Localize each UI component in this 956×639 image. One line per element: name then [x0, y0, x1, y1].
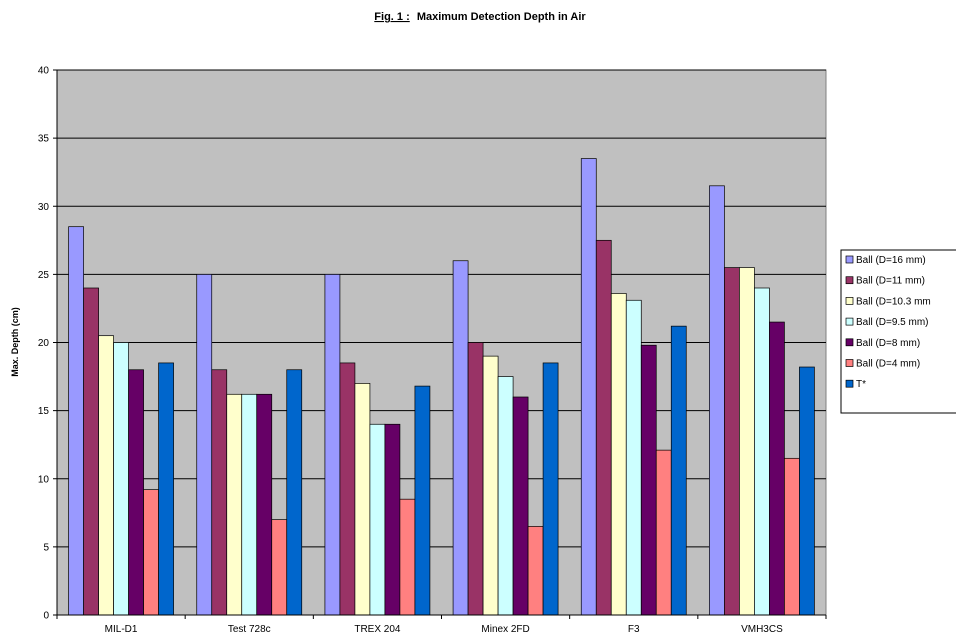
x-tick-label: Minex 2FD [481, 624, 529, 635]
bar [227, 394, 242, 615]
x-tick-label: TREX 204 [354, 624, 401, 635]
bar [513, 397, 528, 615]
y-tick-label: 40 [38, 66, 50, 77]
legend-swatch [846, 380, 853, 387]
bar [415, 386, 430, 615]
bar [272, 520, 287, 615]
bar [483, 356, 498, 615]
bar [611, 293, 626, 615]
bar [325, 274, 340, 615]
bar [468, 343, 483, 616]
bar [724, 268, 739, 615]
y-axis: 0 5 10 15 20 25 30 35 40 [38, 66, 57, 622]
y-tick-label: 0 [43, 611, 49, 622]
x-axis: MIL-D1 Test 728c TREX 204 Minex 2FD F3 VMH3CS [57, 615, 826, 635]
y-tick-label: 20 [38, 338, 50, 349]
bar [799, 367, 814, 615]
bar [739, 268, 754, 615]
legend-swatch [846, 318, 853, 325]
bar [528, 526, 543, 615]
legend-label: Ball (D=11 mm) [856, 276, 925, 287]
bar [197, 274, 212, 615]
bar [69, 227, 84, 615]
legend-label: Ball (D=16 mm) [856, 255, 926, 266]
bar [340, 363, 355, 615]
bar [769, 322, 784, 615]
legend-swatch [846, 277, 853, 284]
chart-title: Fig. 1 : Maximum Detection Depth in Air [374, 11, 586, 23]
bar [709, 186, 724, 615]
bar [159, 363, 174, 615]
legend-swatch [846, 297, 853, 304]
legend-label: Ball (D=10.3 mm [856, 296, 931, 307]
y-axis-label: Max. Depth (cm) [10, 307, 20, 377]
bar [754, 288, 769, 615]
bar [114, 343, 129, 616]
legend-label: Ball (D=4 mm) [856, 359, 920, 370]
bar [400, 499, 415, 615]
bar [626, 300, 641, 615]
y-tick-label: 15 [38, 406, 50, 417]
legend-swatch [846, 339, 853, 346]
bar [257, 394, 272, 615]
bar [385, 424, 400, 615]
y-tick-label: 10 [38, 474, 50, 485]
bar [129, 370, 144, 615]
x-tick-label: MIL-D1 [105, 624, 138, 635]
x-tick-label: F3 [628, 624, 640, 635]
bar [242, 394, 257, 615]
bar [498, 377, 513, 615]
bar [596, 240, 611, 615]
bar [543, 363, 558, 615]
legend-label: Ball (D=9.5 mm) [856, 317, 929, 328]
bar [144, 490, 159, 615]
legend-label: T* [856, 379, 866, 390]
bar [355, 383, 370, 615]
bar [784, 458, 799, 615]
y-tick-label: 30 [38, 202, 50, 213]
bar [581, 159, 596, 615]
chart-title-prefix: Fig. 1 : [374, 11, 409, 23]
legend-swatch [846, 256, 853, 263]
bar [370, 424, 385, 615]
bar [84, 288, 99, 615]
x-tick-label: Test 728c [228, 624, 271, 635]
legend: Ball (D=16 mm) Ball (D=11 mm) Ball (D=10.3… [841, 250, 956, 413]
bar [212, 370, 227, 615]
y-tick-label: 35 [38, 134, 50, 145]
legend-label: Ball (D=8 mm) [856, 338, 920, 349]
bar [287, 370, 302, 615]
x-tick-label: VMH3CS [741, 624, 783, 635]
y-tick-label: 25 [38, 270, 50, 281]
legend-swatch [846, 360, 853, 367]
chart-title-text: Maximum Detection Depth in Air [417, 11, 587, 23]
bar [99, 336, 114, 615]
bar [453, 261, 468, 615]
bar [656, 450, 671, 615]
bar [641, 345, 656, 615]
bar [671, 326, 686, 615]
y-tick-label: 5 [43, 542, 49, 553]
